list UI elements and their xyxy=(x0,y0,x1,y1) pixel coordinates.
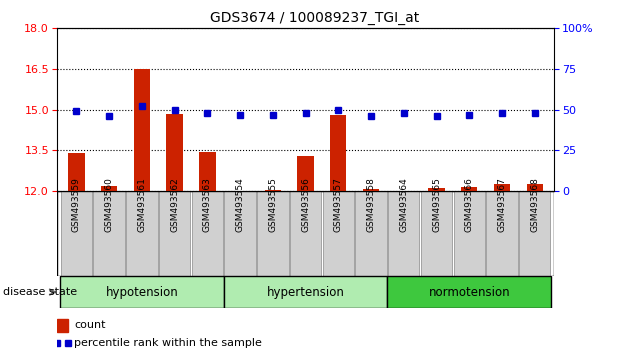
FancyBboxPatch shape xyxy=(323,191,354,276)
Text: count: count xyxy=(74,320,106,330)
FancyBboxPatch shape xyxy=(60,276,224,308)
Text: GSM493564: GSM493564 xyxy=(399,177,408,232)
Text: GSM493560: GSM493560 xyxy=(105,177,113,232)
Text: GSM493557: GSM493557 xyxy=(334,177,343,232)
Text: GSM493558: GSM493558 xyxy=(367,177,375,232)
Text: GSM493555: GSM493555 xyxy=(268,177,277,232)
FancyBboxPatch shape xyxy=(519,191,551,276)
Bar xyxy=(363,189,379,191)
FancyBboxPatch shape xyxy=(192,191,223,276)
Text: GDS3674 / 100089237_TGI_at: GDS3674 / 100089237_TGI_at xyxy=(210,11,420,25)
Text: hypertension: hypertension xyxy=(266,286,345,298)
Bar xyxy=(396,190,412,191)
Text: GSM493565: GSM493565 xyxy=(432,177,441,232)
Bar xyxy=(101,186,117,191)
Text: GSM493561: GSM493561 xyxy=(137,177,146,232)
Text: GSM493556: GSM493556 xyxy=(301,177,310,232)
FancyBboxPatch shape xyxy=(159,191,190,276)
Text: GSM493562: GSM493562 xyxy=(170,177,179,232)
Bar xyxy=(494,184,510,191)
Bar xyxy=(134,69,150,191)
Text: GSM493568: GSM493568 xyxy=(530,177,539,232)
FancyBboxPatch shape xyxy=(355,191,387,276)
FancyBboxPatch shape xyxy=(454,191,485,276)
Bar xyxy=(265,190,281,191)
FancyBboxPatch shape xyxy=(388,191,420,276)
Text: GSM493566: GSM493566 xyxy=(465,177,474,232)
Text: GSM493559: GSM493559 xyxy=(72,177,81,232)
Bar xyxy=(57,319,67,332)
Text: percentile rank within the sample: percentile rank within the sample xyxy=(74,338,262,348)
Bar xyxy=(166,114,183,191)
FancyBboxPatch shape xyxy=(290,191,321,276)
Text: normotension: normotension xyxy=(428,286,510,298)
FancyBboxPatch shape xyxy=(93,191,125,276)
Bar xyxy=(428,188,445,191)
Text: GSM493563: GSM493563 xyxy=(203,177,212,232)
FancyBboxPatch shape xyxy=(126,191,158,276)
FancyBboxPatch shape xyxy=(257,191,289,276)
Bar xyxy=(527,184,543,191)
FancyBboxPatch shape xyxy=(486,191,518,276)
Bar xyxy=(330,115,346,191)
Bar xyxy=(461,187,478,191)
Text: disease state: disease state xyxy=(3,287,77,297)
FancyBboxPatch shape xyxy=(224,191,256,276)
Bar xyxy=(297,156,314,191)
FancyBboxPatch shape xyxy=(224,276,387,308)
Text: GSM493554: GSM493554 xyxy=(236,177,244,232)
Text: hypotension: hypotension xyxy=(105,286,178,298)
FancyBboxPatch shape xyxy=(60,191,92,276)
Text: GSM493567: GSM493567 xyxy=(498,177,507,232)
FancyBboxPatch shape xyxy=(421,191,452,276)
Bar xyxy=(199,152,215,191)
FancyBboxPatch shape xyxy=(387,276,551,308)
Bar xyxy=(232,190,248,191)
Bar xyxy=(68,153,84,191)
